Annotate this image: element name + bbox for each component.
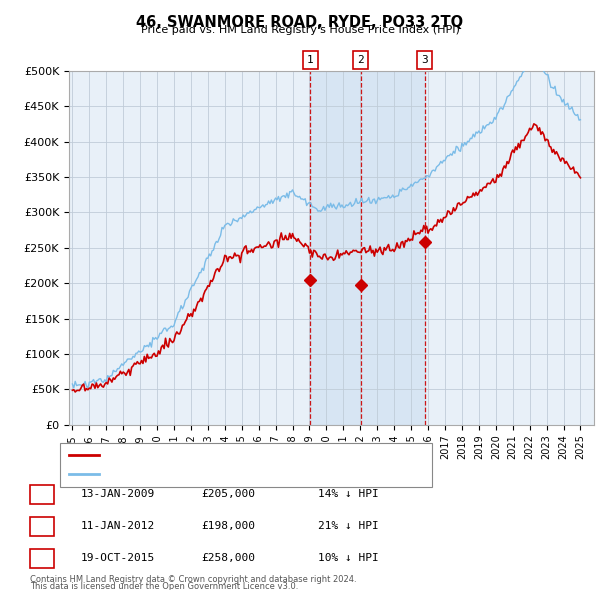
Text: 46, SWANMORE ROAD, RYDE, PO33 2TQ (detached house): 46, SWANMORE ROAD, RYDE, PO33 2TQ (detac… — [104, 450, 389, 460]
Text: 1: 1 — [38, 490, 46, 499]
Text: 2: 2 — [38, 522, 46, 531]
Text: 46, SWANMORE ROAD, RYDE, PO33 2TQ: 46, SWANMORE ROAD, RYDE, PO33 2TQ — [136, 15, 464, 30]
Text: 10% ↓ HPI: 10% ↓ HPI — [318, 553, 379, 563]
Text: 19-OCT-2015: 19-OCT-2015 — [81, 553, 155, 563]
Text: 3: 3 — [421, 55, 428, 65]
Text: 14% ↓ HPI: 14% ↓ HPI — [318, 490, 379, 499]
Text: This data is licensed under the Open Government Licence v3.0.: This data is licensed under the Open Gov… — [30, 582, 298, 590]
Text: 1: 1 — [307, 55, 314, 65]
Text: £258,000: £258,000 — [201, 553, 255, 563]
Text: Price paid vs. HM Land Registry's House Price Index (HPI): Price paid vs. HM Land Registry's House … — [140, 25, 460, 35]
Text: £198,000: £198,000 — [201, 522, 255, 531]
Text: Contains HM Land Registry data © Crown copyright and database right 2024.: Contains HM Land Registry data © Crown c… — [30, 575, 356, 584]
Text: HPI: Average price, detached house, Isle of Wight: HPI: Average price, detached house, Isle… — [104, 470, 346, 479]
Text: 13-JAN-2009: 13-JAN-2009 — [81, 490, 155, 499]
Text: 21% ↓ HPI: 21% ↓ HPI — [318, 522, 379, 531]
Text: £205,000: £205,000 — [201, 490, 255, 499]
Bar — [310, 71, 425, 425]
Text: 2: 2 — [358, 55, 364, 65]
Text: 3: 3 — [38, 553, 46, 563]
Text: 11-JAN-2012: 11-JAN-2012 — [81, 522, 155, 531]
